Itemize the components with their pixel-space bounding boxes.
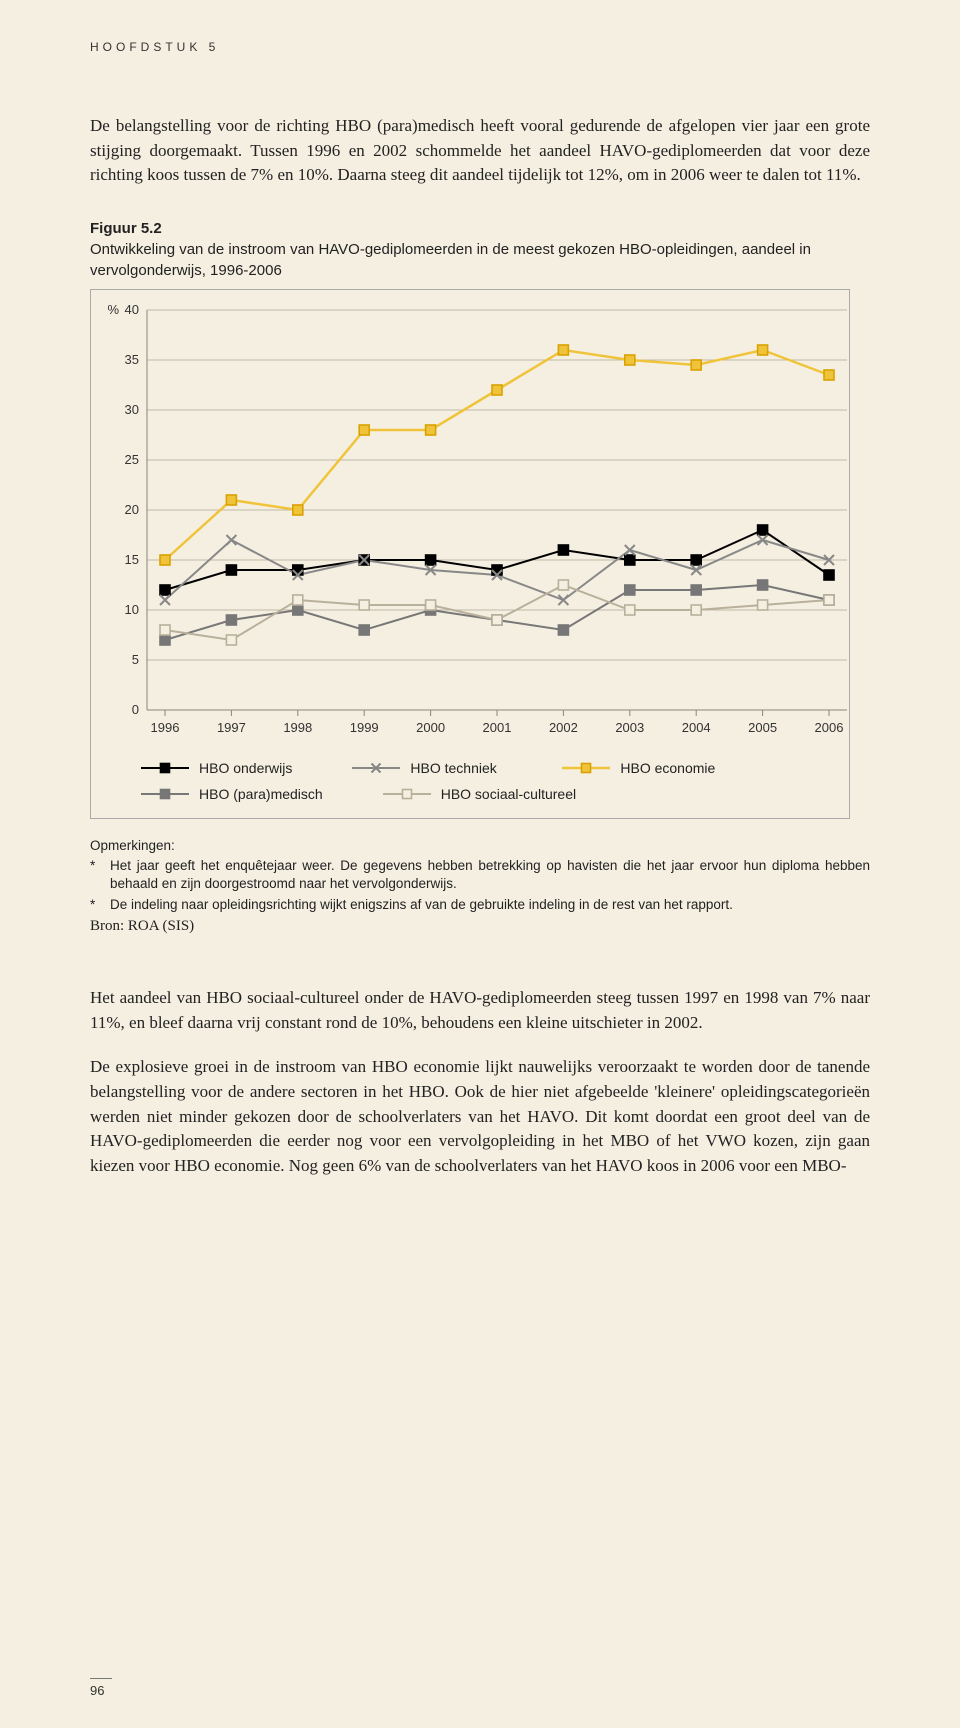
legend-item: HBO (para)medisch [141,786,323,802]
svg-text:30: 30 [125,402,139,417]
note-text: Het jaar geeft het enquêtejaar weer. De … [110,857,870,893]
legend-swatch [141,787,189,801]
svg-text:40: 40 [125,302,139,317]
legend-label: HBO onderwijs [199,760,292,776]
line-chart: 0 5 10 15 20 25 30 35 40% 1996 1997 1998 1999 2000 200… [101,300,857,744]
figure-notes: Opmerkingen: * Het jaar geeft het enquête… [90,837,870,936]
legend-item: HBO techniek [352,760,502,776]
figure-caption: Figuur 5.2 Ontwikkeling van de instroom … [90,218,870,281]
paragraph: Het aandeel van HBO sociaal-cultureel on… [90,986,870,1035]
legend-label: HBO economie [620,760,715,776]
figure-source: Bron: ROA (SIS) [90,916,870,936]
svg-text:1998: 1998 [283,720,312,735]
page-number: 96 [90,1678,112,1698]
legend-swatch [141,761,189,775]
note-item: * Het jaar geeft het enquêtejaar weer. De… [90,857,870,893]
paragraph: De explosieve groei in de instroom van H… [90,1055,870,1178]
note-text: De indeling naar opleidingsrichting wijk… [110,896,870,914]
figure-caption-text: Ontwikkeling van de instroom van HAVO-ge… [90,241,811,279]
note-item: * De indeling naar opleidingsrichting wij… [90,896,870,914]
svg-text:15: 15 [125,552,139,567]
legend-swatch [352,761,400,775]
svg-text:1997: 1997 [217,720,246,735]
legend-swatch [383,787,431,801]
chart-legend: HBO onderwijs HBO techniek HBO economie HB… [101,760,839,808]
legend-swatch [562,761,610,775]
legend-item: HBO sociaal-cultureel [383,786,576,802]
notes-title: Opmerkingen: [90,837,870,855]
svg-text:2003: 2003 [615,720,644,735]
legend-item: HBO onderwijs [141,760,292,776]
legend-label: HBO techniek [410,760,496,776]
svg-text:2000: 2000 [416,720,445,735]
svg-text:0: 0 [132,702,139,717]
chart-container: 0 5 10 15 20 25 30 35 40% 1996 1997 1998 1999 2000 200… [90,289,850,819]
asterisk-icon: * [90,857,100,893]
chapter-label: HOOFDSTUK 5 [90,40,870,54]
svg-text:1996: 1996 [151,720,180,735]
svg-text:10: 10 [125,602,139,617]
figure-label: Figuur 5.2 [90,220,162,237]
legend-label: HBO sociaal-cultureel [441,786,576,802]
svg-text:35: 35 [125,352,139,367]
legend-label: HBO (para)medisch [199,786,323,802]
svg-text:2002: 2002 [549,720,578,735]
svg-text:%: % [107,302,119,317]
svg-text:2005: 2005 [748,720,777,735]
svg-text:2001: 2001 [483,720,512,735]
svg-text:2006: 2006 [815,720,844,735]
svg-text:2004: 2004 [682,720,711,735]
paragraph: De belangstelling voor de richting HBO (… [90,114,870,188]
svg-text:1999: 1999 [350,720,379,735]
svg-text:25: 25 [125,452,139,467]
svg-text:20: 20 [125,502,139,517]
svg-text:5: 5 [132,652,139,667]
asterisk-icon: * [90,896,100,914]
legend-item: HBO economie [562,760,715,776]
